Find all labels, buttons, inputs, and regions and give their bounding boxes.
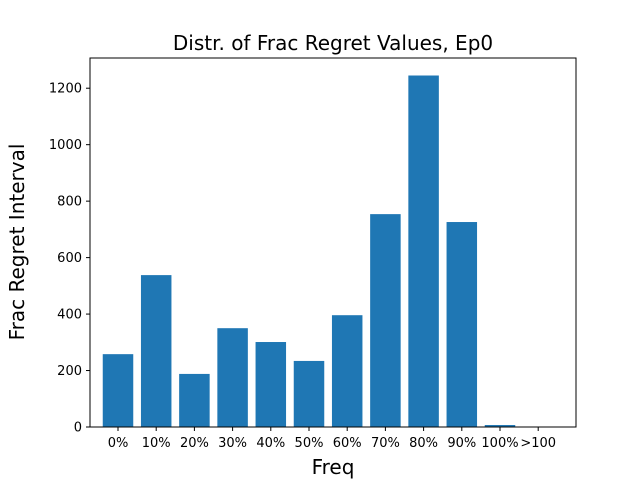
y-axis: 0 200 400 600 800 1000 1200 [49, 82, 90, 436]
bar-7 [370, 214, 401, 427]
x-tick-label-4: 40% [256, 436, 285, 451]
bar-3 [217, 328, 248, 427]
y-tick-label-6: 1200 [49, 82, 82, 97]
x-tick-label-9: 90% [447, 436, 476, 451]
bar-10 [484, 425, 516, 427]
bars-group [102, 75, 516, 427]
x-tick-label-0: 0% [108, 436, 129, 451]
y-tick-label-5: 1000 [49, 138, 82, 153]
y-axis-label: Frac Regret Interval [5, 144, 29, 341]
chart-title: Distr. of Frac Regret Values, Ep0 [173, 31, 493, 55]
x-tick-label-5: 50% [295, 436, 324, 451]
y-tick-label-4: 800 [57, 195, 82, 210]
plot-frame [89, 57, 577, 428]
bar-0 [102, 354, 134, 427]
x-tick-label-7: 70% [371, 436, 400, 451]
x-tick-label-2: 20% [180, 436, 209, 451]
x-tick-label-6: 60% [333, 436, 362, 451]
bar-6 [331, 315, 363, 427]
y-tick-label-2: 400 [57, 308, 82, 323]
bar-1 [140, 275, 172, 427]
bar-9 [446, 222, 478, 427]
bar-4 [255, 342, 287, 427]
x-tick-label-11: >100 [520, 436, 556, 451]
y-tick-label-0: 0 [74, 421, 82, 436]
bar-5 [293, 360, 325, 427]
x-axis-label: Freq [312, 455, 355, 479]
y-tick-label-3: 600 [57, 251, 82, 266]
x-tick-label-1: 10% [142, 436, 171, 451]
x-tick-label-10: 100% [481, 436, 518, 451]
y-tick-label-1: 200 [57, 364, 82, 379]
bar-2 [179, 373, 210, 427]
bar-8 [408, 75, 439, 427]
x-tick-label-8: 80% [409, 436, 438, 451]
x-tick-label-3: 30% [218, 436, 247, 451]
x-axis: 0% 10% 20% 30% 40% 50% 60% 70% 80% 90% 100% >100 [108, 427, 556, 451]
